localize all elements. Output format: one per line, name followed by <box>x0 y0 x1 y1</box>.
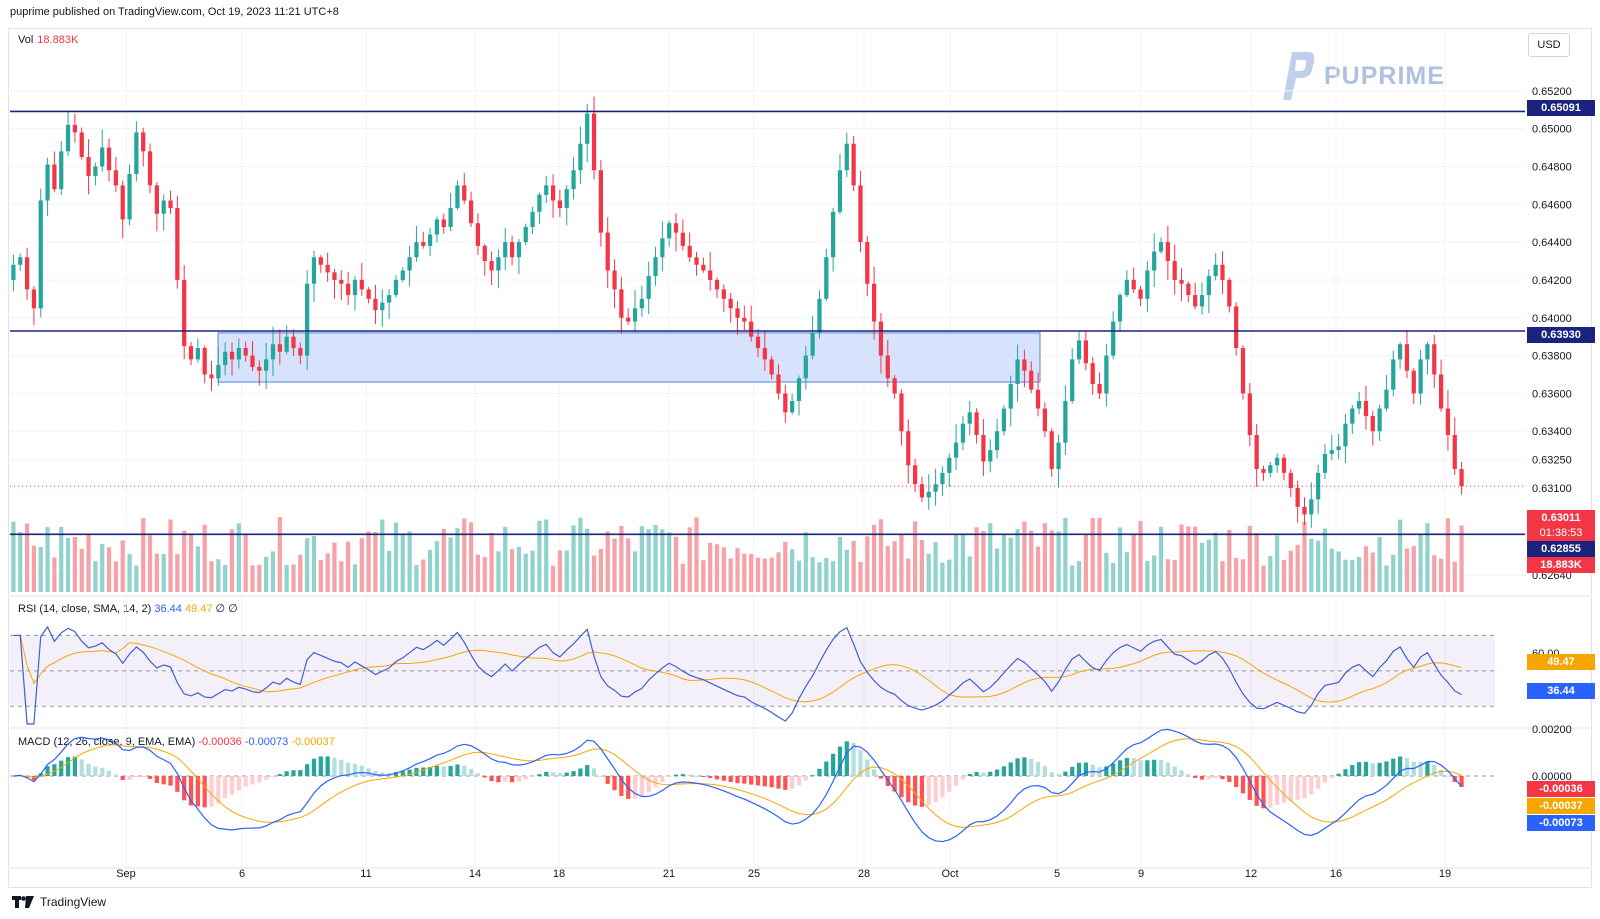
macd-hist-tag: -0.00036 <box>1527 781 1595 797</box>
last-price-tag: 0.63011 <box>1527 510 1595 526</box>
publish-header: puprime published on TradingView.com, Oc… <box>10 6 339 18</box>
middle-level-tag: 0.63930 <box>1527 327 1595 343</box>
macd-line-tag: -0.00073 <box>1527 815 1595 831</box>
rsi-value-tag: 36.44 <box>1527 683 1595 699</box>
volume-legend-label: Vol <box>18 34 34 46</box>
puprime-watermark: PUPRIME <box>1282 50 1445 102</box>
macd-legend: MACD (12, 26, close, 9, EMA, EMA) -0.000… <box>18 736 335 748</box>
volume-tag: 18.883K <box>1527 557 1595 573</box>
macd-legend-macd: -0.00073 <box>244 736 289 748</box>
macd-signal-tag: -0.00037 <box>1527 798 1595 814</box>
rsi-legend-ma: 49.47 <box>184 603 213 615</box>
macd-legend-title: MACD (12, 26, close, 9, EMA, EMA) <box>18 736 196 748</box>
rsi-legend-extra: ∅ ∅ <box>215 603 238 615</box>
currency-button[interactable]: USD <box>1528 33 1570 57</box>
volume-legend: Vol 18.883K <box>18 34 78 46</box>
rsi-legend: RSI (14, close, SMA, 14, 2) 36.44 49.47 … <box>18 602 238 615</box>
rsi-legend-title: RSI (14, close, SMA, 14, 2) <box>18 603 152 615</box>
macd-legend-signal: -0.00037 <box>291 736 335 748</box>
tradingview-footer[interactable]: TradingView <box>12 895 106 909</box>
macd-legend-hist: -0.00036 <box>198 736 242 748</box>
upper-level-tag: 0.65091 <box>1527 100 1595 116</box>
countdown-tag: 01:38:53 <box>1527 525 1595 541</box>
chart-frame <box>8 28 1592 888</box>
volume-legend-value: 18.883K <box>37 34 79 46</box>
tradingview-logo-icon <box>12 896 34 908</box>
rsi-legend-value: 36.44 <box>154 603 182 615</box>
watermark-brand: PUPRIME <box>1324 61 1445 90</box>
puprime-logo-icon <box>1283 52 1315 100</box>
footer-brand: TradingView <box>40 895 107 909</box>
lower-level-tag: 0.62855 <box>1527 541 1595 557</box>
rsi-ma-tag: 49.47 <box>1527 654 1595 670</box>
